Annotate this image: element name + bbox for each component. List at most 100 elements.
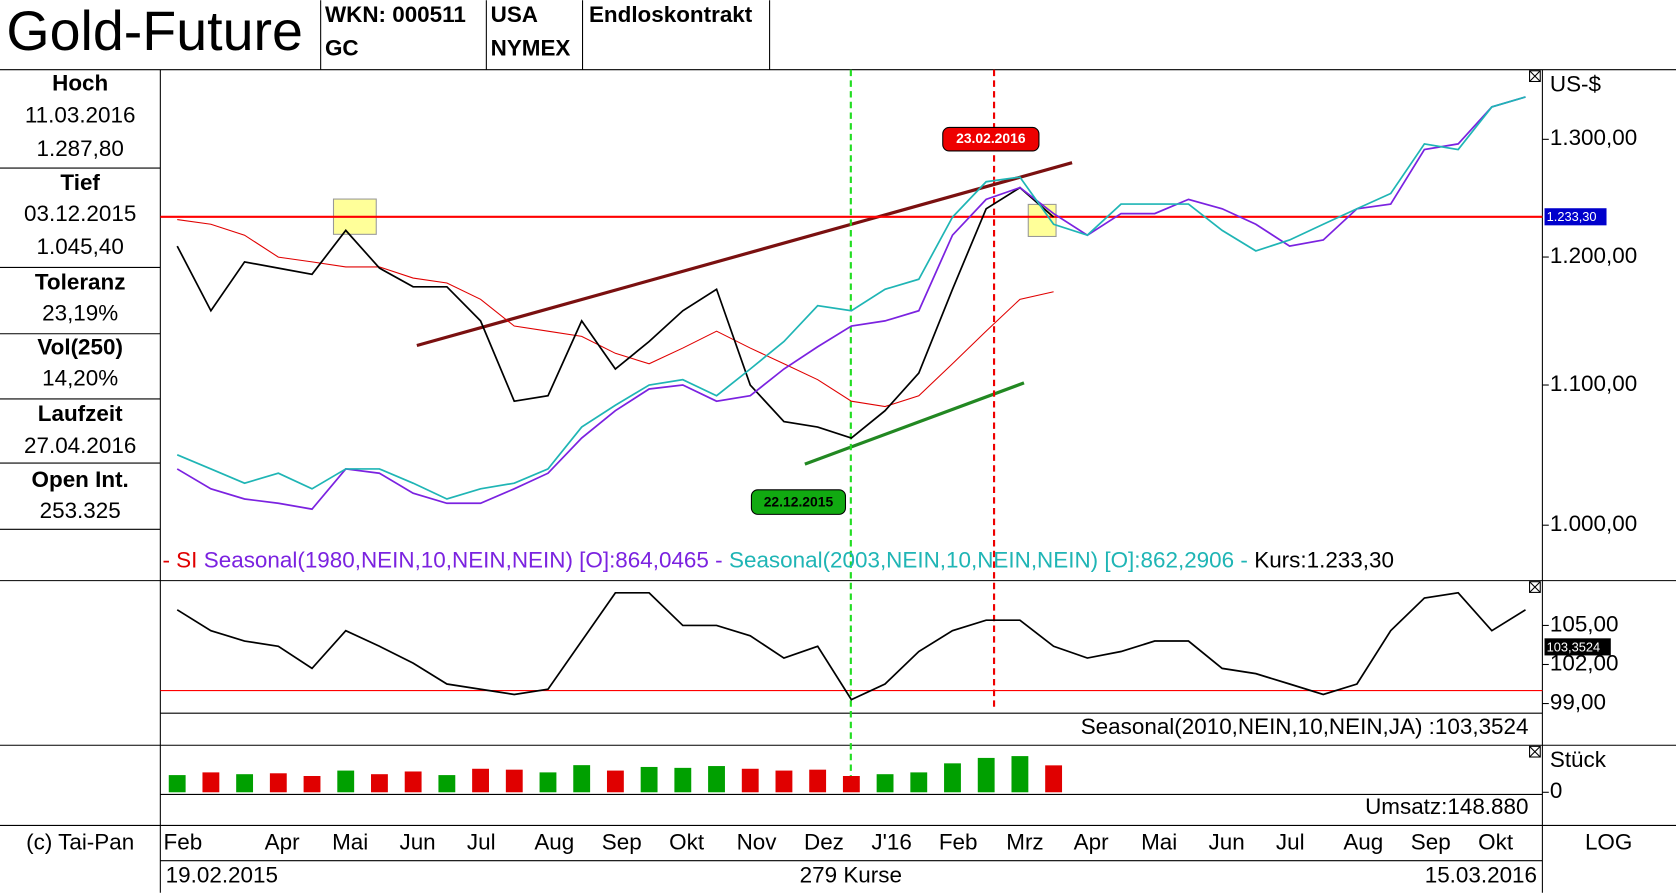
volume-bar [741,768,759,793]
volume-bar [404,771,422,793]
y-axis-label: US-$ [1550,72,1602,97]
start-date: 19.02.2015 [166,863,278,888]
volume-bar [606,770,624,793]
x-tick-label: Nov [737,830,778,855]
volume-bar [708,766,725,793]
volume-bar [472,768,489,793]
annotation: 22.12.2015 [764,493,834,509]
x-tick-label: Feb [939,830,978,855]
contract: Endloskontrakt [589,2,753,27]
close-icons [1529,70,1541,758]
volume-bar [876,774,894,793]
volume-bar [539,772,557,793]
trend-line [804,381,1025,466]
series-line [176,96,1526,511]
x-tick-label: Dez [804,830,844,855]
x-tick-label: Mai [1141,830,1177,855]
volume-bar [640,766,658,793]
stat-value: 1.287,80 [36,136,123,161]
stat-value: 27.04.2016 [24,433,136,458]
x-tick-label: Apr [265,830,300,855]
x-tick-label: Jul [467,830,496,855]
stat-value: 253.325 [40,498,121,523]
annotation-box [942,126,1040,152]
x-tick-label: Aug [534,830,574,855]
wkn: WKN: 000511 [325,2,466,27]
x-tick-label: J'16 [871,830,911,855]
y-tick-label: 0 [1550,778,1562,803]
value-box-label: 1.233,30 [1547,209,1597,224]
volume-bar [371,774,388,793]
stat-label: Toleranz [35,269,126,294]
legend: Seasonal(2010,NEIN,10,NEIN,JA) :103,3524 [1081,714,1529,739]
legend-entry: - SI [162,547,197,572]
y-tick-label: 1.200,00 [1550,243,1637,268]
volume-bar [573,765,591,793]
sidebar: Hoch 11.03.2016 1.287,80 Tief 03.12.2015… [24,71,136,524]
volume-bar [236,774,254,793]
legend-entry: Seasonal(2003,NEIN,10,NEIN,NEIN) [O]:862… [729,547,1248,572]
x-tick-label: Feb [164,830,203,855]
series-line [177,219,1054,408]
symbol: GC [325,35,359,60]
series-line [176,186,1055,440]
y-tick-label: 1.000,00 [1550,511,1637,536]
stat-value: 11.03.2016 [25,103,136,128]
y-tick-label: 105,00 [1550,611,1619,636]
y-axis-label: Stück [1550,747,1607,772]
stat-value: 14,20% [42,366,118,391]
end-date: 15.03.2016 [1425,863,1537,888]
volume-bar [1045,765,1063,793]
stat-label: Tief [60,170,100,195]
plot: Feb Apr Mai Jun Jul Aug Sep Okt Nov Dez J'16 Feb Mrz… [160,72,1637,855]
x-tick-label: Apr [1074,830,1109,855]
volume-bar [202,772,220,793]
volume-bar [977,757,995,793]
x-tick-label: Jun [1209,830,1245,855]
series-line [176,96,1526,500]
stat-value: 1.045,40 [36,234,123,259]
value-box [1544,208,1607,226]
y-tick-label: 1.100,00 [1550,371,1637,396]
legend-entry: Kurs:1.233,30 [1254,547,1394,572]
x-tick-label: Mrz [1006,830,1043,855]
stat-label: Vol(250) [37,335,123,360]
volume-bar [303,776,321,793]
volume-bar [168,775,186,793]
volume-bar [944,763,961,793]
x-tick-label: Jul [1276,830,1305,855]
y-tick-label: 99,00 [1550,689,1606,714]
exchange: NYMEX [491,35,571,60]
stat-value: 23,19% [42,300,118,325]
volume-bar [842,776,860,793]
volume-bar [775,770,793,793]
legend: - SI Seasonal(1980,NEIN,10,NEIN,NEIN) [O]… [162,547,1393,572]
x-tick-label: Okt [669,830,705,855]
value-box [1544,638,1611,656]
x-tick-label: Okt [1478,830,1514,855]
volume-bar [910,772,928,793]
country: USA [491,2,538,27]
count: 279 Kurse [800,863,902,888]
annotation: 23.02.2016 [956,130,1026,146]
legend-entry: Seasonal(1980,NEIN,10,NEIN,NEIN) [O]:864… [204,547,723,572]
stat-value: 03.12.2015 [24,201,136,226]
y-tick-label: 1.300,00 [1550,125,1637,150]
annotation-box [750,489,847,515]
copyright: (c) Tai-Pan [26,830,134,855]
volume-bar [438,775,456,793]
volume-bar [269,773,287,793]
volume-bar [1011,756,1029,793]
value-box-label: 103,3524 [1547,639,1600,654]
series-line [176,591,1526,701]
x-tick-label: Aug [1343,830,1383,855]
volume-bar [809,769,827,793]
title: Gold-Future [6,0,303,62]
stat-label: Open Int. [32,467,129,492]
x-tick-label: Sep [1411,830,1451,855]
volume-bar [674,767,692,793]
legend: Umsatz:148.880 [1365,794,1528,819]
stat-label: Laufzeit [38,401,123,426]
